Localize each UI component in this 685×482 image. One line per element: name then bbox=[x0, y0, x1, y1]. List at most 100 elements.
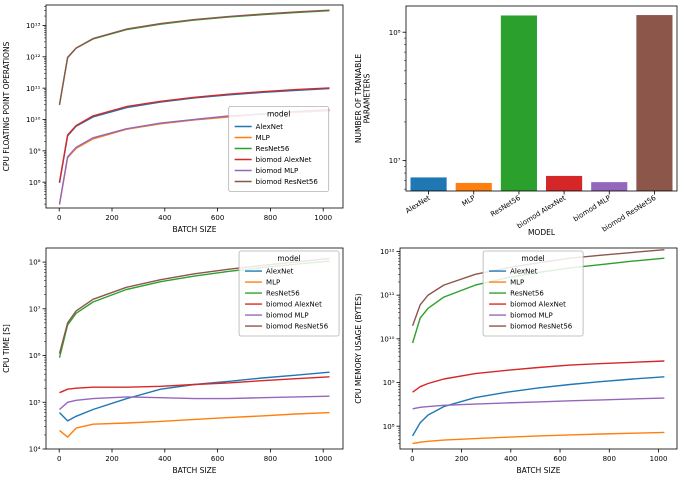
legend: model AlexNet MLP ResNet56 biomod AlexNet bio… bbox=[482, 250, 584, 337]
y-axis-label: CPU MEMORY USAGE (BYTES) bbox=[354, 293, 363, 404]
bar-biomod-MLP bbox=[591, 182, 628, 191]
x-tick-label: 400 bbox=[158, 214, 171, 222]
legend-label: MLP bbox=[510, 279, 524, 287]
y-axis-label: PARAMETERS bbox=[363, 73, 372, 123]
x-tick-label: 0 bbox=[57, 455, 61, 463]
x-tick-label: biomod AlexNet bbox=[516, 194, 568, 230]
legend-label: biomod AlexNet bbox=[510, 301, 566, 309]
x-axis-label: MODEL bbox=[528, 228, 556, 237]
legend-label: MLP bbox=[266, 279, 280, 287]
legend: model AlexNet MLP ResNet56 biomod AlexNet bio… bbox=[228, 106, 330, 192]
x-tick-label: 0 bbox=[57, 214, 61, 222]
bar-ResNet56 bbox=[500, 15, 537, 191]
x-tick-label: MLP bbox=[461, 194, 477, 208]
x-tick-label: 600 bbox=[553, 455, 566, 463]
legend-label: AlexNet bbox=[256, 123, 284, 131]
panel-cpu-time-chart: 10⁴ 10⁵ 10⁶ 10⁷ 10⁸ CPU TIME [S] 0 200 400 600 800… bbox=[0, 241, 352, 482]
y-tick-label: 10⁷ bbox=[29, 305, 41, 313]
legend-label: biomod ResNet56 bbox=[256, 178, 319, 186]
x-tick-label: 1000 bbox=[314, 214, 332, 222]
series-line-biomod-MLP bbox=[59, 395, 330, 411]
chart-svg-cpu-time: 10⁴ 10⁵ 10⁶ 10⁷ 10⁸ CPU TIME [S] 0 200 400 600 800… bbox=[2, 247, 344, 475]
legend-label: ResNet56 bbox=[510, 290, 544, 298]
chart-svg-params: 10⁷ 10⁸ NUMBER OF TRAINABLE PARAMETERS AlexN… bbox=[354, 5, 678, 237]
legend-title: model bbox=[521, 254, 544, 263]
legend-label: biomod AlexNet bbox=[266, 301, 322, 309]
legend: model AlexNet MLP ResNet56 biomod AlexNet bio… bbox=[238, 250, 340, 337]
panel-flops-chart: 10⁸ 10⁹ 10¹⁰ 10¹¹ 10¹² 10¹³ CPU FLOATING POINT… bbox=[0, 0, 352, 241]
x-tick-label: biomod MLP bbox=[572, 194, 612, 223]
bar-biomod-AlexNet bbox=[546, 175, 583, 191]
x-axis-label: BATCH SIZE bbox=[173, 225, 217, 234]
y-tick-label: 10⁹ bbox=[29, 147, 41, 155]
x-tick-label: 800 bbox=[603, 455, 616, 463]
plot-frame bbox=[399, 247, 678, 450]
bar-biomod-ResNet56 bbox=[636, 15, 673, 191]
y-tick-label: 10⁵ bbox=[29, 399, 41, 407]
y-axis-label: CPU FLOATING POINT OPERATIONS bbox=[2, 41, 11, 171]
legend-label: MLP bbox=[256, 134, 270, 142]
y-tick-label: 10¹¹ bbox=[26, 85, 41, 93]
legend-label: biomod AlexNet bbox=[256, 156, 312, 164]
legend-box bbox=[482, 250, 584, 337]
x-tick-label: 1000 bbox=[314, 455, 332, 463]
x-tick-label: ResNet56 bbox=[489, 194, 522, 219]
x-tick-label: 400 bbox=[504, 455, 517, 463]
legend-label: ResNet56 bbox=[266, 290, 300, 298]
y-tick-label: 10⁹ bbox=[383, 379, 395, 387]
y-tick-label: 10⁸ bbox=[383, 423, 395, 431]
x-tick-label: 800 bbox=[264, 455, 277, 463]
x-tick-label: 0 bbox=[410, 455, 414, 463]
series-line-AlexNet bbox=[58, 371, 330, 422]
x-tick-label: 600 bbox=[211, 214, 224, 222]
series-line-MLP bbox=[59, 411, 330, 438]
legend-box bbox=[228, 106, 330, 192]
plot-frame bbox=[45, 4, 344, 209]
legend-label: biomod ResNet56 bbox=[510, 323, 573, 331]
legend-label: biomod MLP bbox=[256, 167, 299, 175]
series-line-biomod-AlexNet bbox=[59, 376, 330, 394]
y-tick-label: 10¹² bbox=[380, 248, 395, 256]
x-tick-label: AlexNet bbox=[404, 194, 432, 215]
series-line-biomod-ResNet56 bbox=[58, 9, 330, 105]
y-tick-label: 10¹⁰ bbox=[380, 335, 395, 343]
legend-label: biomod MLP bbox=[266, 312, 309, 320]
legend-title: model bbox=[277, 254, 300, 263]
legend-label: ResNet56 bbox=[256, 145, 290, 153]
x-tick-label: 200 bbox=[105, 455, 118, 463]
y-tick-label: 10⁸ bbox=[29, 259, 41, 267]
x-tick-label: 1000 bbox=[650, 455, 668, 463]
y-tick-label: 10¹³ bbox=[26, 22, 41, 30]
plot-frame bbox=[405, 5, 678, 192]
plot-frame bbox=[45, 247, 344, 450]
panel-parameters-chart: 10⁷ 10⁸ NUMBER OF TRAINABLE PARAMETERS AlexN… bbox=[352, 0, 685, 241]
series-line-biomod-MLP bbox=[412, 397, 665, 410]
legend-label: AlexNet bbox=[510, 268, 538, 276]
y-tick-label: 10¹¹ bbox=[380, 292, 395, 300]
y-tick-label: 10¹⁰ bbox=[26, 116, 41, 124]
legend-label: biomod ResNet56 bbox=[266, 323, 329, 331]
x-tick-label: 600 bbox=[211, 455, 224, 463]
y-tick-label: 10⁴ bbox=[29, 446, 41, 454]
legend-label: biomod MLP bbox=[510, 312, 553, 320]
legend-box bbox=[238, 250, 340, 337]
bar-MLP bbox=[455, 182, 492, 191]
panel-cpu-memory-chart: 10⁸ 10⁹ 10¹⁰ 10¹¹ 10¹² CPU MEMORY USAGE (BYTE… bbox=[352, 241, 685, 482]
legend-label: AlexNet bbox=[266, 268, 294, 276]
bar-AlexNet bbox=[410, 177, 447, 191]
x-axis-label: BATCH SIZE bbox=[173, 466, 217, 475]
y-axis-label: CPU TIME [S] bbox=[2, 324, 11, 373]
y-tick-label: 10¹² bbox=[26, 53, 41, 61]
chart-svg-cpu-memory: 10⁸ 10⁹ 10¹⁰ 10¹¹ 10¹² CPU MEMORY USAGE (BYTE… bbox=[354, 247, 678, 475]
y-tick-label: 10⁸ bbox=[389, 29, 401, 37]
x-tick-label: 400 bbox=[158, 455, 171, 463]
series-line-biomod-AlexNet bbox=[412, 360, 665, 393]
x-tick-label: 200 bbox=[105, 214, 118, 222]
series-line-biomod-AlexNet bbox=[58, 87, 330, 183]
x-tick-label: 200 bbox=[455, 455, 468, 463]
x-axis-label: BATCH SIZE bbox=[517, 466, 561, 475]
y-tick-label: 10⁷ bbox=[389, 157, 401, 165]
x-tick-label: 800 bbox=[264, 214, 277, 222]
chart-svg-flops: 10⁸ 10⁹ 10¹⁰ 10¹¹ 10¹² 10¹³ CPU FLOATING POINT… bbox=[2, 4, 344, 234]
